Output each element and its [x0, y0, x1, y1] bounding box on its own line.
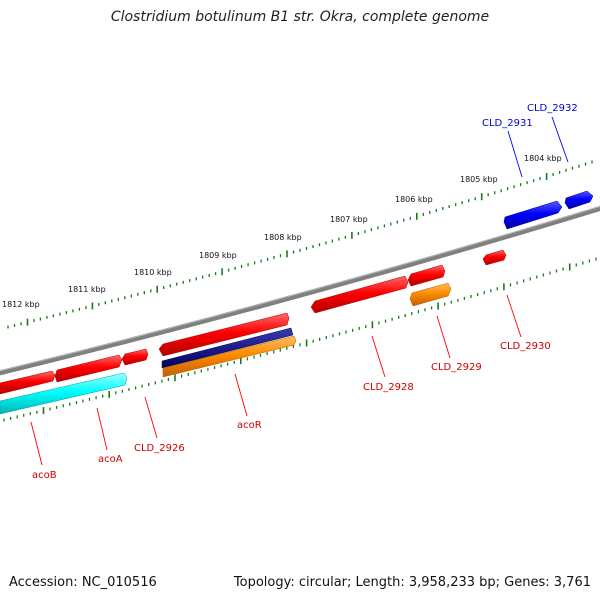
gene-CLD_2930[interactable]: [482, 249, 507, 266]
gene-acoB[interactable]: [0, 370, 56, 395]
gene-CLD_2929[interactable]: [407, 264, 446, 287]
outer-ruler: [7, 160, 593, 329]
ruler-labels: 1812 kbp 1811 kbp 1810 kbp 1809 kbp 1808…: [2, 154, 562, 309]
gene-labels: acoB acoA CLD_2926 acoR CLD_2928 CLD_292…: [32, 103, 578, 481]
label-leaders: [30, 116, 569, 466]
genome-backbone-highlight: [0, 205, 600, 372]
ruler-label-1805: 1805 kbp: [460, 175, 498, 184]
label-CLD_2932[interactable]: CLD_2932: [527, 103, 578, 114]
map-title: Clostridium botulinum B1 str. Okra, comp…: [110, 9, 490, 25]
leader-acoA: [96, 407, 108, 451]
leader-CLD_2926: [144, 396, 158, 439]
ruler-label-1810: 1810 kbp: [134, 268, 172, 277]
ruler-label-1804: 1804 kbp: [524, 154, 562, 163]
accession-text: Accession: NC_010516: [9, 575, 157, 590]
label-CLD_2931[interactable]: CLD_2931: [482, 118, 533, 129]
gene-CLD_2928[interactable]: [310, 275, 409, 314]
leader-CLD_2932: [551, 116, 569, 163]
ruler-label-1806: 1806 kbp: [395, 195, 433, 204]
ruler-label-1807: 1807 kbp: [330, 215, 368, 224]
label-CLD_2930[interactable]: CLD_2930: [500, 341, 551, 352]
feature-orange-acoR[interactable]: [162, 335, 297, 378]
feature-cyan[interactable]: [0, 372, 128, 415]
genome-backbone: [0, 205, 600, 376]
feature-navy[interactable]: [161, 327, 294, 369]
feature-orange-CLD_2929[interactable]: [409, 282, 452, 307]
reverse-strand-features: [0, 249, 507, 415]
label-acoB[interactable]: acoB: [32, 470, 57, 481]
gene-acoA[interactable]: [54, 354, 123, 383]
gene-acoR[interactable]: [158, 312, 290, 357]
genome-summary-text: Topology: circular; Length: 3,958,233 bp…: [233, 575, 591, 590]
label-acoA[interactable]: acoA: [98, 454, 123, 465]
gene-CLD_2931[interactable]: [503, 200, 563, 230]
ruler-label-1812: 1812 kbp: [2, 300, 40, 309]
label-acoR[interactable]: acoR: [237, 420, 262, 431]
ruler-label-1808: 1808 kbp: [264, 233, 302, 242]
forward-strand-features: [503, 190, 594, 230]
ruler-label-1811: 1811 kbp: [68, 285, 106, 294]
leader-acoR: [234, 373, 248, 417]
gene-CLD_2926[interactable]: [121, 348, 149, 366]
inner-ruler: [3, 257, 597, 422]
gene-CLD_2932[interactable]: [564, 190, 594, 210]
label-CLD_2926[interactable]: CLD_2926: [134, 443, 185, 454]
leader-acoB: [30, 421, 43, 466]
leader-CLD_2931: [507, 130, 523, 178]
leader-CLD_2929: [436, 315, 451, 359]
leader-CLD_2930: [506, 294, 522, 338]
ruler-label-1809: 1809 kbp: [199, 251, 237, 260]
label-CLD_2928[interactable]: CLD_2928: [363, 382, 414, 393]
leader-CLD_2928: [371, 335, 386, 378]
label-CLD_2929[interactable]: CLD_2929: [431, 362, 482, 373]
